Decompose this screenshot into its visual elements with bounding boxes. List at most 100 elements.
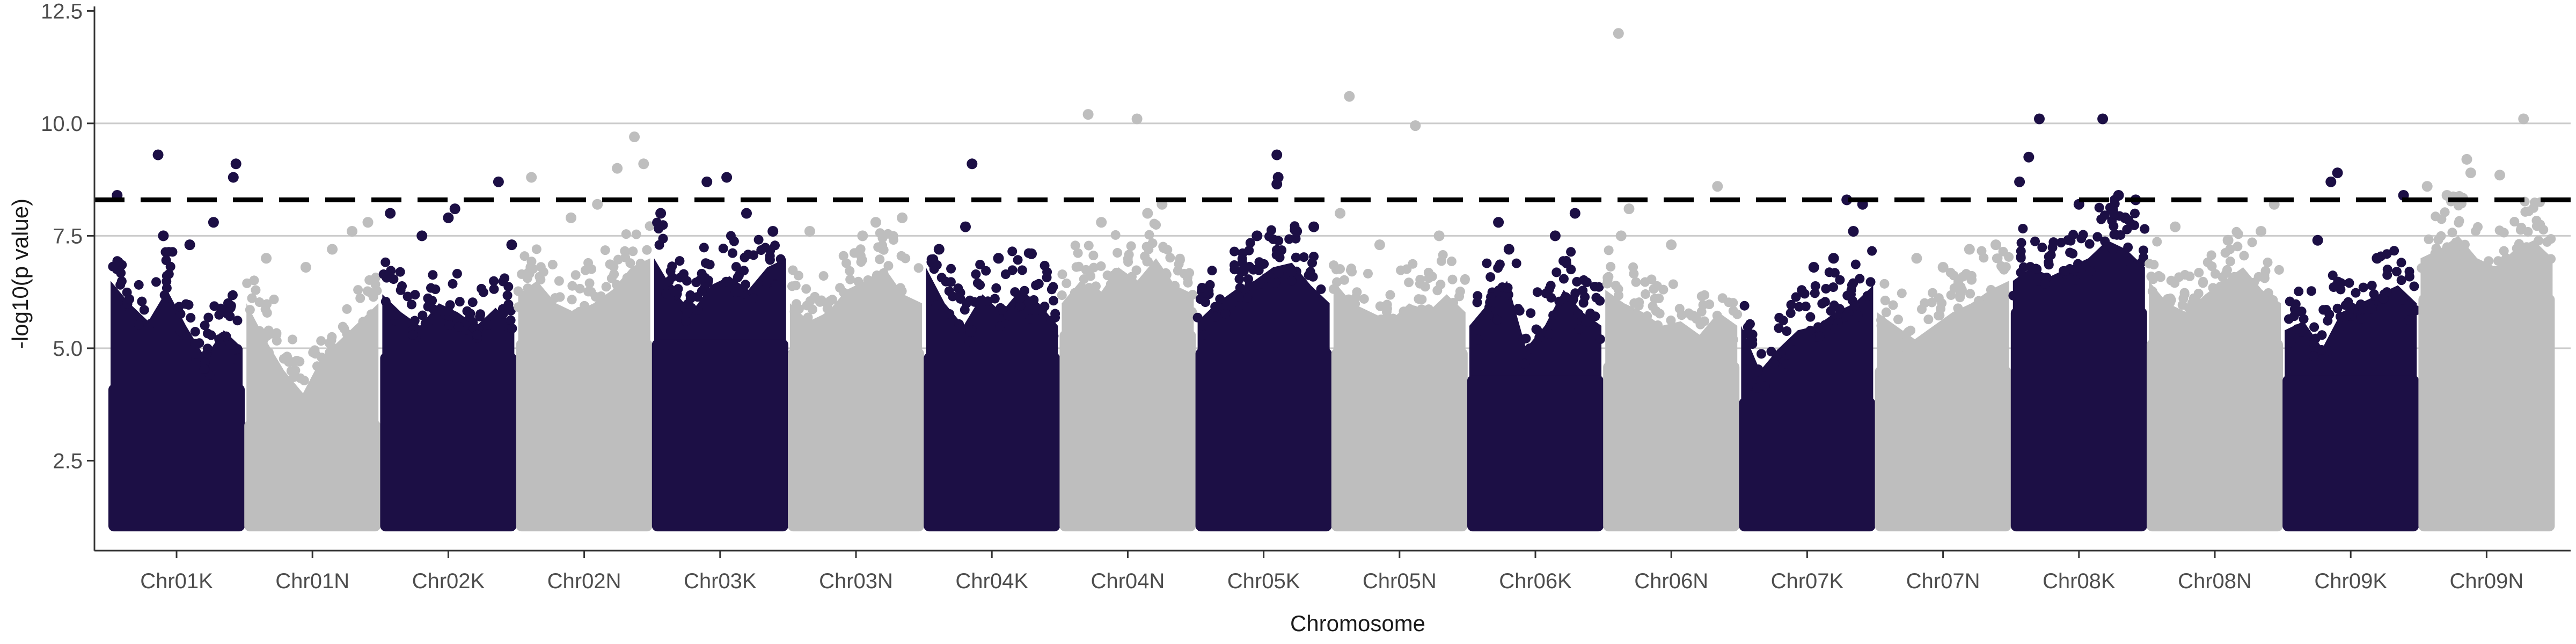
data-point: [1073, 248, 1083, 258]
data-point: [2430, 248, 2440, 259]
data-point: [1781, 359, 1791, 369]
data-point: [1549, 230, 1561, 241]
data-point: [2239, 251, 2249, 261]
data-point: [654, 224, 664, 234]
data-point: [816, 295, 826, 305]
data-point: [727, 248, 737, 258]
data-point: [1147, 265, 1158, 275]
data-point: [936, 273, 947, 283]
data-point: [585, 316, 595, 326]
data-point: [842, 297, 852, 308]
data-point: [2460, 239, 2470, 250]
x-tick-label: Chr01K: [140, 569, 213, 593]
data-point: [2317, 330, 2327, 340]
data-point: [1019, 286, 1029, 296]
data-point: [526, 172, 537, 183]
data-point: [1532, 325, 1542, 335]
data-point: [2123, 242, 2133, 252]
data-point: [645, 221, 655, 231]
data-point: [2398, 295, 2408, 305]
data-point: [1561, 256, 1571, 266]
data-point: [2078, 230, 2088, 240]
series-chr05n: [1328, 91, 1470, 532]
data-point: [2122, 224, 2132, 235]
data-point: [2259, 270, 2270, 280]
data-point: [1448, 297, 1459, 308]
data-point: [2227, 275, 2237, 285]
data-point: [122, 287, 132, 297]
data-point: [2222, 235, 2234, 246]
data-point: [1424, 304, 1434, 314]
data-point: [1544, 329, 1554, 339]
data-point: [1238, 258, 1248, 268]
data-point: [2454, 217, 2464, 228]
data-point: [1574, 324, 1584, 334]
data-point: [2211, 269, 2221, 279]
x-tick-label: Chr05K: [1227, 569, 1300, 593]
data-point: [2540, 269, 2550, 280]
point-cloud-core: [2418, 294, 2555, 532]
data-point: [2096, 214, 2106, 224]
data-point: [971, 269, 981, 279]
data-point: [2084, 239, 2095, 249]
data-point: [1111, 267, 1122, 277]
data-point: [1805, 325, 1816, 335]
data-point: [416, 230, 428, 241]
data-point: [502, 290, 513, 301]
data-point: [1666, 329, 1677, 339]
data-point: [2396, 258, 2406, 268]
data-point: [362, 217, 374, 228]
data-point: [2528, 203, 2538, 213]
data-point: [1815, 332, 1825, 342]
data-point: [967, 158, 978, 170]
series-chr04n: [1057, 109, 1198, 532]
data-point: [678, 269, 689, 279]
data-point: [442, 306, 452, 316]
data-point: [2396, 275, 2406, 286]
data-point: [1893, 314, 1903, 325]
data-point: [2248, 297, 2258, 308]
data-point: [570, 270, 581, 280]
data-point: [2016, 267, 2026, 277]
data-point: [2044, 260, 2054, 270]
data-point: [598, 313, 608, 324]
data-point: [2367, 280, 2377, 290]
data-point: [594, 305, 604, 316]
data-point: [2194, 268, 2204, 278]
data-point: [1048, 282, 1058, 292]
data-point: [877, 233, 888, 243]
data-point: [792, 299, 802, 309]
y-tick-label: 2.5: [53, 449, 83, 473]
data-point: [1931, 333, 1941, 343]
data-point: [635, 259, 646, 269]
data-point: [633, 269, 643, 280]
data-point: [1650, 294, 1660, 304]
data-point: [1007, 246, 1018, 257]
data-point: [391, 310, 401, 320]
data-point: [1399, 306, 1409, 317]
data-point: [729, 236, 739, 246]
data-point: [2440, 207, 2450, 217]
data-point: [1653, 320, 1663, 330]
data-point: [579, 301, 589, 311]
data-point: [767, 226, 779, 237]
data-point: [2332, 303, 2343, 313]
data-point: [2356, 313, 2366, 324]
data-point: [2228, 283, 2238, 293]
data-point: [2447, 228, 2457, 238]
data-point: [1017, 265, 1027, 275]
data-point: [536, 275, 546, 285]
data-point: [225, 311, 235, 321]
data-point: [2145, 259, 2155, 269]
data-point: [2109, 209, 2119, 219]
series-chr01n: [242, 217, 382, 532]
data-point: [1769, 358, 1780, 369]
data-point: [489, 276, 499, 286]
data-point: [894, 287, 904, 297]
data-point: [960, 221, 971, 232]
data-point: [1935, 304, 1945, 314]
data-point: [2344, 309, 2354, 319]
data-point: [948, 291, 958, 302]
data-point: [1810, 288, 1820, 298]
data-point: [2467, 260, 2477, 270]
